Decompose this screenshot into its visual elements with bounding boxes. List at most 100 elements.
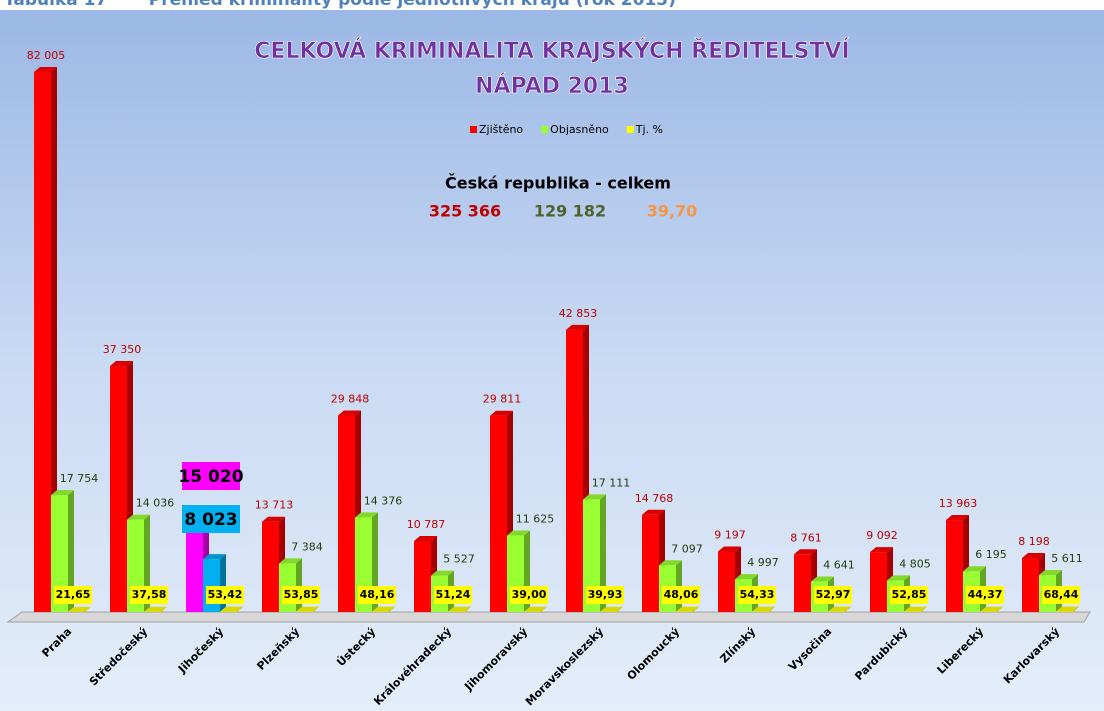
- bar: [34, 72, 51, 612]
- value-label: 48,06: [664, 588, 699, 601]
- bar: [870, 552, 887, 612]
- value-label-box: [586, 586, 624, 604]
- value-label: 15 020: [178, 467, 243, 487]
- legend-label: Zjištěno: [479, 123, 523, 136]
- value-label: 8 023: [184, 510, 237, 530]
- chart-subtitle: NÁPAD 2013: [475, 73, 629, 99]
- header: Tabulka 17 Přehled kriminality podle jed…: [4, 0, 676, 10]
- value-label: 13 713: [255, 499, 294, 512]
- bar-top: [946, 515, 969, 521]
- bar-top: [68, 606, 91, 612]
- bar-side: [769, 606, 775, 612]
- value-label: 9 092: [866, 529, 898, 542]
- bar-top: [828, 606, 851, 612]
- value-label-box: [966, 586, 1004, 604]
- annotation-total: 39,70: [647, 202, 698, 221]
- bar-top: [887, 575, 910, 581]
- bar: [1022, 558, 1039, 612]
- value-label: 14 376: [364, 494, 403, 507]
- bar-top: [904, 606, 927, 612]
- value-label: 48,16: [360, 588, 395, 601]
- bar-top: [794, 549, 817, 555]
- value-label-box: [510, 586, 548, 604]
- value-label: 14 036: [136, 497, 175, 510]
- bar-top: [811, 576, 834, 582]
- bar-side: [389, 606, 395, 612]
- bar-top: [718, 546, 741, 552]
- value-label: 17 754: [60, 472, 99, 485]
- value-label-box: [54, 586, 92, 604]
- bar: [110, 366, 127, 612]
- value-label: 7 384: [291, 540, 323, 553]
- value-label: 4 641: [823, 558, 855, 571]
- value-label-box: [434, 586, 472, 604]
- bar-top: [51, 490, 74, 496]
- legend-label: Objasněno: [550, 123, 609, 136]
- value-label: 8 761: [790, 531, 822, 544]
- value-label: 82 005: [27, 49, 66, 62]
- bar-top: [355, 512, 378, 518]
- value-label-box: [890, 586, 928, 604]
- value-label: 52,97: [816, 588, 851, 601]
- legend-label: Tj. %: [635, 123, 663, 136]
- value-label: 53,85: [284, 588, 319, 601]
- value-label: 11 625: [516, 512, 555, 525]
- annotation-total: 325 366: [429, 202, 501, 221]
- bar-top: [524, 606, 547, 612]
- value-label-box: [1042, 586, 1080, 604]
- bar-top: [1022, 553, 1045, 559]
- bar-side: [541, 606, 547, 612]
- bar-top: [507, 530, 530, 536]
- value-label-box: [182, 505, 240, 533]
- bar-top: [963, 566, 986, 572]
- value-label: 68,44: [1044, 588, 1079, 601]
- bar: [718, 551, 735, 612]
- bar-top: [220, 606, 243, 612]
- value-label: 42 853: [559, 307, 598, 320]
- bar-side: [68, 490, 74, 612]
- bar: [794, 554, 811, 612]
- value-label-box: [282, 586, 320, 604]
- bar-top: [870, 547, 893, 553]
- value-label: 21,65: [56, 588, 91, 601]
- bar-side: [85, 606, 91, 612]
- bar-top: [583, 494, 606, 500]
- bar-side: [921, 606, 927, 612]
- bar-side: [617, 606, 623, 612]
- bar-top: [431, 570, 454, 576]
- value-label: 51,24: [436, 588, 471, 601]
- value-label: 52,85: [892, 588, 927, 601]
- value-label: 39,93: [588, 588, 623, 601]
- value-label-box: [738, 586, 776, 604]
- bar: [414, 540, 431, 612]
- floor: [6, 611, 1091, 623]
- annotation-total: 129 182: [534, 202, 606, 221]
- value-label: 53,42: [208, 588, 243, 601]
- value-label: 7 097: [671, 542, 703, 555]
- bar: [490, 415, 507, 612]
- bar: [51, 495, 68, 612]
- bar-side: [161, 606, 167, 612]
- bar-top: [372, 606, 395, 612]
- bar-side: [51, 67, 57, 612]
- value-label-box: [358, 586, 396, 604]
- bar-top: [735, 574, 758, 580]
- bar-top: [296, 606, 319, 612]
- bar-top: [1039, 570, 1062, 576]
- bar-top: [262, 516, 285, 522]
- bar-top: [338, 410, 361, 416]
- bar: [566, 329, 583, 612]
- bar-top: [600, 606, 623, 612]
- bar-top: [659, 560, 682, 566]
- value-label: 44,37: [968, 588, 1003, 601]
- bar-side: [313, 606, 319, 612]
- value-label: 9 197: [714, 528, 746, 541]
- bar: [203, 559, 220, 612]
- value-label: 37 350: [103, 343, 142, 356]
- bar-top: [34, 67, 57, 72]
- bar-top: [414, 535, 437, 541]
- bar: [642, 514, 659, 612]
- bar-side: [997, 606, 1003, 612]
- bar-top: [1056, 606, 1079, 612]
- bar-top: [110, 361, 133, 367]
